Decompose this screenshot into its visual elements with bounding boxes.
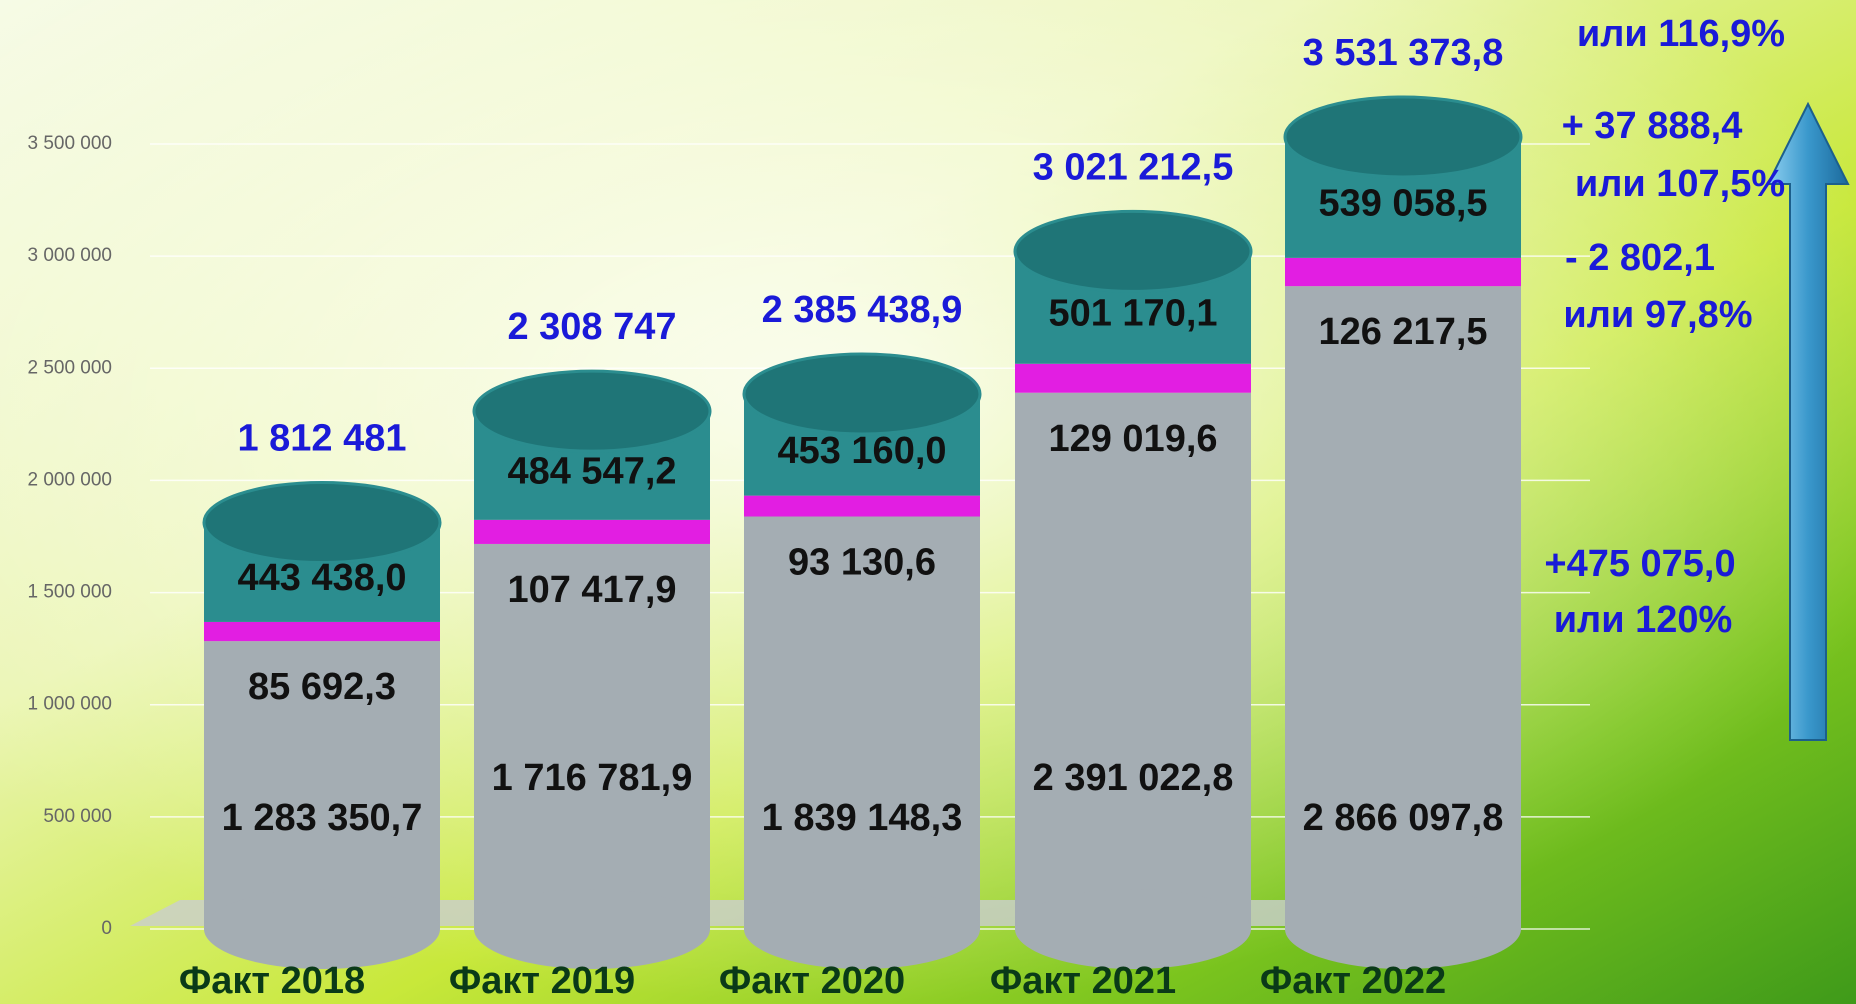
value-label: 126 217,5 bbox=[1318, 311, 1487, 353]
value-label: 93 130,6 bbox=[788, 542, 936, 584]
annotation: или 107,5% bbox=[1575, 163, 1785, 205]
total-label: 2 385 438,9 bbox=[762, 289, 963, 331]
cylinder-segment bbox=[474, 519, 710, 544]
cylinder-segment bbox=[204, 621, 440, 642]
x-tick-label: Факт 2021 bbox=[990, 960, 1176, 1002]
annotation: или 97,8% bbox=[1563, 294, 1752, 336]
x-tick-label: Факт 2019 bbox=[449, 960, 635, 1002]
value-label: 453 160,0 bbox=[777, 430, 946, 472]
value-label: 501 170,1 bbox=[1048, 293, 1217, 335]
y-tick-label: 500 000 bbox=[43, 806, 112, 827]
y-tick-label: 3 000 000 bbox=[27, 245, 112, 266]
annotation: + 37 888,4 bbox=[1562, 105, 1743, 147]
annotation: или 120% bbox=[1554, 599, 1733, 641]
cylinder-segment bbox=[474, 543, 710, 929]
y-tick-label: 3 500 000 bbox=[27, 133, 112, 154]
total-label: 3 531 373,8 bbox=[1303, 32, 1504, 74]
growth-arrow bbox=[1766, 101, 1850, 741]
total-label: 2 308 747 bbox=[507, 306, 676, 348]
cylinder-top bbox=[742, 352, 982, 436]
annotation: +475 075,0 bbox=[1544, 543, 1735, 585]
cylinder-segment bbox=[1285, 257, 1521, 287]
cylinder-top bbox=[472, 369, 712, 453]
value-label: 85 692,3 bbox=[248, 666, 396, 708]
x-tick-label: Факт 2020 bbox=[719, 960, 905, 1002]
total-label: 1 812 481 bbox=[237, 418, 406, 460]
y-tick-label: 1 000 000 bbox=[27, 694, 112, 715]
value-label: 539 058,5 bbox=[1318, 182, 1487, 224]
cylinder-top bbox=[202, 480, 442, 564]
x-tick-label: Факт 2022 bbox=[1260, 960, 1446, 1002]
cylinder-segment bbox=[204, 641, 440, 929]
cylinder-bottom bbox=[1015, 889, 1251, 969]
cylinder-bottom bbox=[204, 889, 440, 969]
cylinder-segment bbox=[744, 495, 980, 517]
cylinder-top bbox=[1283, 95, 1523, 179]
value-label: 2 391 022,8 bbox=[1033, 757, 1234, 799]
total-label: 3 021 212,5 bbox=[1033, 146, 1234, 188]
value-label: 484 547,2 bbox=[507, 451, 676, 493]
y-tick-label: 2 500 000 bbox=[27, 357, 112, 378]
annotation: - 2 802,1 bbox=[1565, 237, 1715, 279]
cylinder-segment bbox=[1015, 363, 1251, 393]
annotation: или 116,9% bbox=[1577, 13, 1785, 55]
y-tick-label: 0 bbox=[101, 918, 112, 939]
cylinder-segment bbox=[1285, 286, 1521, 930]
value-label: 443 438,0 bbox=[237, 557, 406, 599]
cylinder-segment bbox=[744, 516, 980, 929]
value-label: 129 019,6 bbox=[1048, 418, 1217, 460]
y-tick-label: 2 000 000 bbox=[27, 469, 112, 490]
value-label: 1 839 148,3 bbox=[762, 797, 963, 839]
cylinder-bottom bbox=[744, 889, 980, 969]
cylinder-segment bbox=[1015, 392, 1251, 929]
cylinder-bottom bbox=[474, 889, 710, 969]
y-tick-label: 1 500 000 bbox=[27, 582, 112, 603]
value-label: 1 283 350,7 bbox=[222, 797, 423, 839]
cylinder-bottom bbox=[1285, 889, 1521, 969]
value-label: 1 716 781,9 bbox=[492, 757, 693, 799]
cylinder-top bbox=[1013, 209, 1253, 293]
value-label: 2 866 097,8 bbox=[1303, 797, 1504, 839]
x-tick-label: Факт 2018 bbox=[179, 960, 365, 1002]
value-label: 107 417,9 bbox=[507, 569, 676, 611]
